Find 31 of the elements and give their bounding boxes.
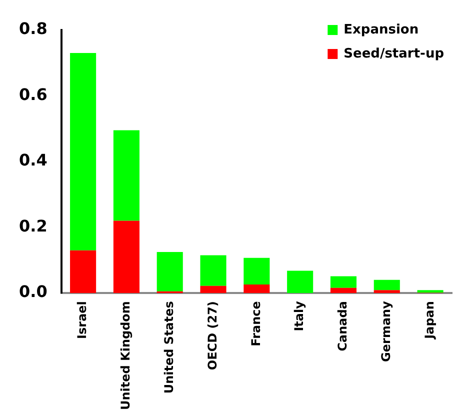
- x-tick-label: United States: [162, 301, 176, 394]
- x-tick-label: Israel: [75, 301, 90, 339]
- bar: [374, 280, 400, 290]
- x-tick-label: Germany: [379, 300, 394, 362]
- y-tick-label: 0.2: [19, 216, 48, 236]
- bar: [113, 130, 140, 221]
- y-tick-label: 0.4: [19, 150, 48, 170]
- bar: [330, 276, 357, 288]
- bar: [70, 250, 96, 294]
- bar: [156, 252, 183, 292]
- bar: [200, 286, 226, 294]
- x-tick-label: OECD (27): [205, 301, 220, 370]
- legend-label: Seed/start-up: [344, 46, 444, 62]
- bar: [70, 53, 96, 250]
- bar: [113, 220, 140, 294]
- x-tick-label: Italy: [292, 300, 306, 332]
- x-tick-label: Canada: [336, 301, 350, 352]
- bar: [244, 258, 270, 285]
- x-tick-label: France: [248, 301, 263, 346]
- x-tick-label: Japan: [422, 301, 436, 340]
- bar: [200, 255, 226, 286]
- bar: [330, 288, 357, 294]
- bar: [244, 284, 270, 294]
- y-tick-label: 0.6: [19, 84, 48, 104]
- y-tick-label: 0.0: [19, 282, 48, 302]
- bar: [287, 270, 314, 294]
- bar: [417, 290, 444, 293]
- legend-label: Expansion: [344, 22, 419, 38]
- y-tick-label: 0.8: [19, 19, 48, 38]
- bar: [374, 290, 400, 294]
- x-tick-label: United Kingdom: [118, 301, 133, 410]
